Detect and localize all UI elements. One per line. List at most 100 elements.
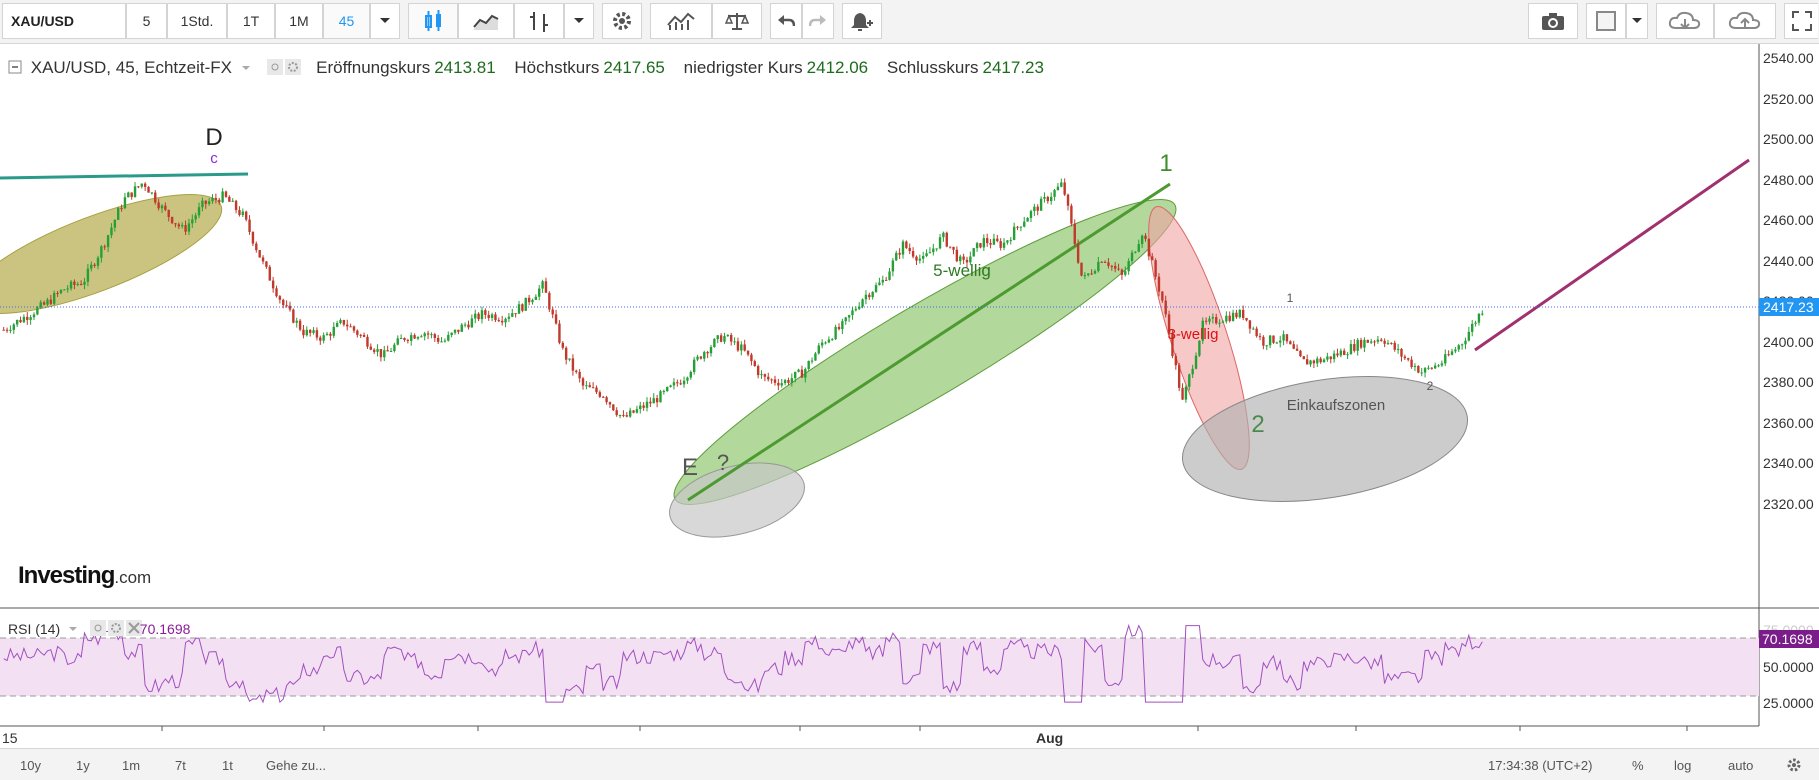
time-axis-ticks xyxy=(161,726,1688,731)
line-chart-button[interactable] xyxy=(458,3,514,39)
price-chart[interactable]: D c 1 2 E ? 5-wellig 3-wellig Einkaufszo… xyxy=(0,44,1819,748)
candle-body xyxy=(1154,260,1157,277)
candle-body xyxy=(1066,194,1070,206)
undo-button[interactable] xyxy=(770,3,802,39)
log-scale-button[interactable]: log xyxy=(1674,757,1692,773)
interval-1t[interactable]: 1T xyxy=(227,3,275,39)
auto-scale-button[interactable]: auto xyxy=(1728,757,1754,773)
snapshot-button[interactable] xyxy=(1528,3,1578,39)
chevron-down-icon[interactable] xyxy=(68,626,78,634)
candle-body xyxy=(733,341,736,343)
range-1y[interactable]: 1y xyxy=(76,757,90,773)
interval-dropdown-button[interactable] xyxy=(370,3,400,39)
candle-body xyxy=(500,320,504,323)
candle-body xyxy=(564,347,568,360)
candle-body xyxy=(356,330,359,335)
projection-line[interactable] xyxy=(1474,158,1750,352)
layout-button[interactable] xyxy=(1586,3,1626,39)
candle-body xyxy=(39,302,42,308)
candle-body xyxy=(1103,261,1107,263)
range-7t[interactable]: 7t xyxy=(175,757,186,773)
price-tick: 2480.00 xyxy=(1763,172,1814,188)
candle-body xyxy=(709,347,713,354)
indicators-button[interactable] xyxy=(650,3,712,39)
candle-body xyxy=(170,216,174,224)
candle-body xyxy=(642,405,645,408)
fullscreen-button[interactable] xyxy=(1784,3,1818,39)
chevron-down-icon[interactable] xyxy=(241,65,251,73)
candle-body xyxy=(295,320,298,323)
candle-body xyxy=(1188,374,1191,387)
candle-body xyxy=(982,238,986,248)
candle-body xyxy=(669,385,672,387)
yellow-zone-ellipse[interactable] xyxy=(0,171,234,337)
rsi-line xyxy=(3,623,1483,704)
rsi-legend: RSI (14) 70.1698 xyxy=(8,620,190,637)
candle-body xyxy=(110,227,113,236)
candle-body xyxy=(447,334,450,341)
candle-body xyxy=(160,205,164,209)
chart-title[interactable]: XAU/USD, 45, Echtzeit-FX xyxy=(30,58,232,77)
candle-body xyxy=(366,336,369,347)
candle-body xyxy=(1228,315,1231,321)
candle-body xyxy=(1390,342,1393,344)
interval-1std[interactable]: 1Std. xyxy=(167,3,227,39)
load-chart-button[interactable] xyxy=(1656,3,1714,39)
interval-1m[interactable]: 1M xyxy=(275,3,323,39)
candle-body xyxy=(1268,335,1272,346)
candle-body xyxy=(180,225,184,227)
candle-body xyxy=(103,246,106,248)
candle-body xyxy=(1359,339,1363,348)
candle-body xyxy=(470,318,474,328)
range-1m[interactable]: 1m xyxy=(122,757,141,773)
candle-body xyxy=(15,319,19,325)
price-axis[interactable]: 2540.00 2520.00 2500.00 2480.00 2460.00 … xyxy=(1763,50,1814,512)
settings-button[interactable] xyxy=(1786,755,1802,775)
candle-body xyxy=(999,241,1002,248)
candle-body xyxy=(1073,223,1076,244)
candle-body xyxy=(760,374,763,376)
settings-button[interactable] xyxy=(602,3,642,39)
candle-body xyxy=(403,337,406,341)
candle-body xyxy=(376,349,379,352)
candle-body xyxy=(127,192,130,198)
compare-button[interactable] xyxy=(712,3,762,39)
buy-zone-ellipse[interactable] xyxy=(1174,358,1477,520)
rsi-label[interactable]: RSI (14) xyxy=(8,621,61,637)
bar-chart-button[interactable] xyxy=(514,3,564,39)
rsi-pane-icons[interactable] xyxy=(89,620,142,636)
e-zone-ellipse[interactable] xyxy=(662,450,812,549)
wave-e-label: E xyxy=(682,454,698,481)
candle-body xyxy=(1130,252,1134,262)
percent-scale-button[interactable]: % xyxy=(1632,757,1644,773)
candle-body xyxy=(1464,340,1467,345)
rsi-badge-value: 70.1698 xyxy=(1762,631,1813,647)
goto-date-button[interactable]: Gehe zu... xyxy=(266,757,326,773)
eye-settings-icons[interactable] xyxy=(267,59,302,75)
candle-body xyxy=(1454,349,1457,352)
candle-body xyxy=(962,256,965,260)
range-10y[interactable]: 10y xyxy=(20,757,41,773)
symbol-input[interactable]: XAU/USD xyxy=(2,3,126,39)
collapse-icon[interactable] xyxy=(8,60,22,74)
five-wave-trendline[interactable] xyxy=(687,182,1171,502)
chart-type-dropdown-button[interactable] xyxy=(564,3,594,39)
interval-45[interactable]: 45 xyxy=(323,3,370,39)
interval-5[interactable]: 5 xyxy=(126,3,167,39)
redo-button[interactable] xyxy=(802,3,834,39)
candle-body xyxy=(581,378,585,386)
candle-body xyxy=(504,318,507,323)
candle-body xyxy=(1353,344,1356,351)
layout-dropdown-button[interactable] xyxy=(1626,3,1648,39)
candle-body xyxy=(1167,314,1171,335)
candle-body xyxy=(911,251,915,257)
candlestick-chart-button[interactable] xyxy=(408,3,458,39)
save-chart-button[interactable] xyxy=(1714,3,1776,39)
candle-body xyxy=(123,197,127,209)
range-1t[interactable]: 1t xyxy=(222,757,233,773)
candle-body xyxy=(133,186,137,197)
candle-body xyxy=(1380,339,1383,341)
price-tick: 2440.00 xyxy=(1763,253,1814,269)
alert-button[interactable] xyxy=(842,3,882,39)
resistance-line[interactable] xyxy=(0,172,249,180)
